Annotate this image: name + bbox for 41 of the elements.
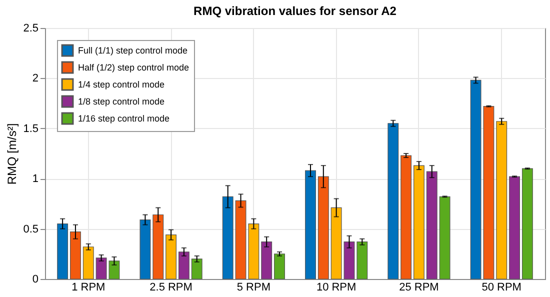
- legend-label: 1/8 step control mode: [78, 96, 165, 106]
- bar: [57, 223, 68, 280]
- bar: [152, 214, 164, 280]
- bar: [261, 242, 272, 280]
- bar: [222, 196, 234, 280]
- y-tick-label: 0.5: [23, 223, 38, 236]
- y-tick-label: 2: [32, 72, 38, 85]
- y-tick-label: 1: [32, 173, 38, 186]
- bar: [178, 252, 190, 280]
- bar: [191, 258, 202, 280]
- y-tick-label: 2.5: [23, 22, 38, 34]
- bar: [388, 123, 399, 280]
- x-tick-label: 2.5 RPM: [150, 282, 192, 294]
- legend-label: Full (1/1) step control mode: [78, 46, 188, 56]
- y-axis-title: RMQ [m/s²]: [5, 123, 20, 185]
- bar: [414, 165, 424, 280]
- bar: [356, 242, 368, 280]
- bar: [439, 196, 450, 280]
- legend-label: 1/4 step control mode: [78, 80, 165, 90]
- bar: [70, 232, 81, 280]
- x-tick-label: 25 RPM: [399, 282, 439, 294]
- y-tick-label: 0: [32, 274, 38, 286]
- bar: [305, 170, 316, 280]
- bar: [426, 171, 438, 280]
- legend-label: Half (1/2) step control mode: [78, 62, 190, 72]
- chart-title: RMQ vibration values for sensor A2: [194, 4, 397, 18]
- bar: [509, 176, 520, 280]
- bar: [522, 168, 533, 280]
- bar: [166, 234, 176, 280]
- bar: [140, 219, 151, 280]
- x-tick-label: 5 RPM: [236, 282, 270, 294]
- bar: [82, 246, 94, 280]
- x-tick-label: 50 RPM: [482, 282, 522, 294]
- bar: [274, 254, 285, 280]
- bar: [400, 155, 412, 280]
- y-tick-label: 1.5: [23, 122, 38, 135]
- x-tick-label: 1 RPM: [72, 282, 106, 294]
- legend-label: 1/16 step control mode: [78, 114, 170, 124]
- bar: [318, 176, 329, 280]
- x-tick-label: 10 RPM: [316, 282, 356, 294]
- bar: [496, 121, 508, 280]
